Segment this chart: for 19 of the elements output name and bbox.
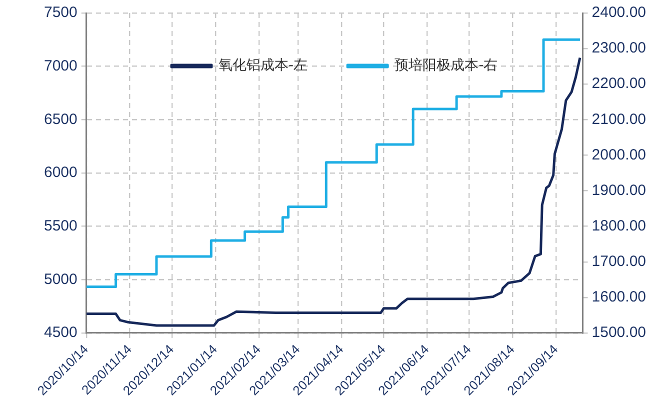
y-tick-label: 7500	[44, 4, 78, 22]
y-tick-label: 5500	[44, 217, 78, 234]
y-tick-label: 5000	[44, 270, 78, 288]
y-tick-label: 4500	[44, 324, 78, 342]
y-tick-label: 7000	[44, 57, 78, 74]
legend-label: 氧化铝成本-左	[218, 58, 308, 74]
legend-label: 预培阳极成本-右	[394, 58, 498, 74]
y2-tick-label: 2200.00	[592, 75, 646, 92]
y2-tick-label: 2100.00	[592, 110, 646, 128]
y2-tick-label: 2000.00	[592, 146, 646, 164]
y-tick-label: 6000	[44, 164, 78, 182]
y2-tick-label: 2300.00	[592, 40, 646, 57]
y2-tick-label: 2400.00	[592, 4, 646, 22]
y-tick-label: 6500	[44, 110, 78, 128]
y2-tick-label: 1900.00	[592, 182, 646, 199]
y2-tick-label: 1800.00	[592, 217, 646, 234]
y2-tick-label: 1600.00	[592, 288, 646, 306]
y2-tick-label: 1700.00	[592, 253, 646, 270]
y2-tick-label: 1500.00	[592, 324, 646, 342]
